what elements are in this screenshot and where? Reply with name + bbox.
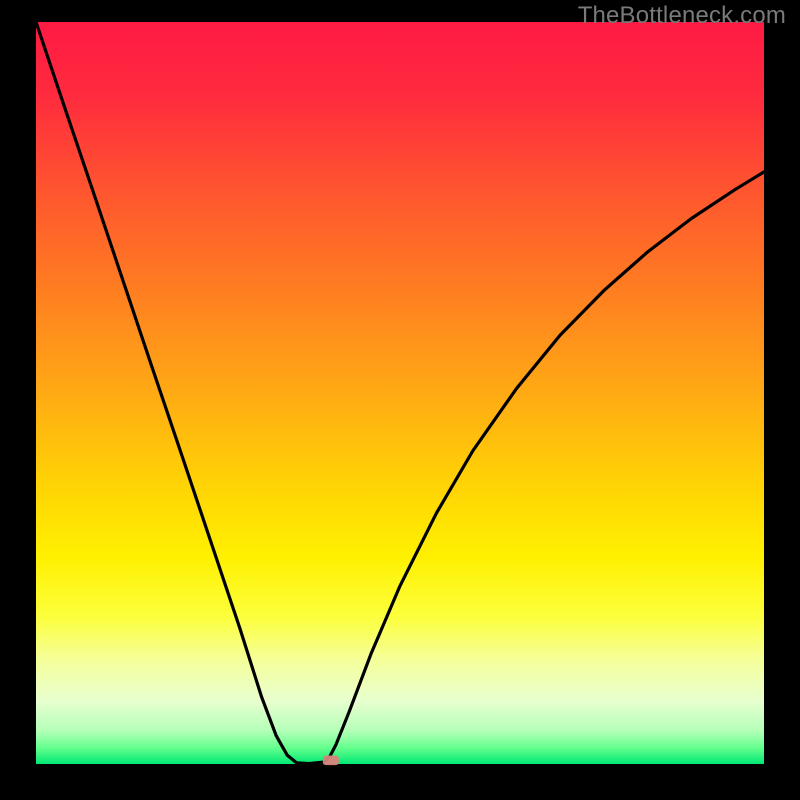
plot-background <box>36 22 764 764</box>
optimum-marker <box>323 755 339 765</box>
watermark-text: TheBottleneck.com <box>578 2 786 30</box>
chart-frame: TheBottleneck.com <box>0 0 800 800</box>
chart-svg <box>0 0 800 800</box>
